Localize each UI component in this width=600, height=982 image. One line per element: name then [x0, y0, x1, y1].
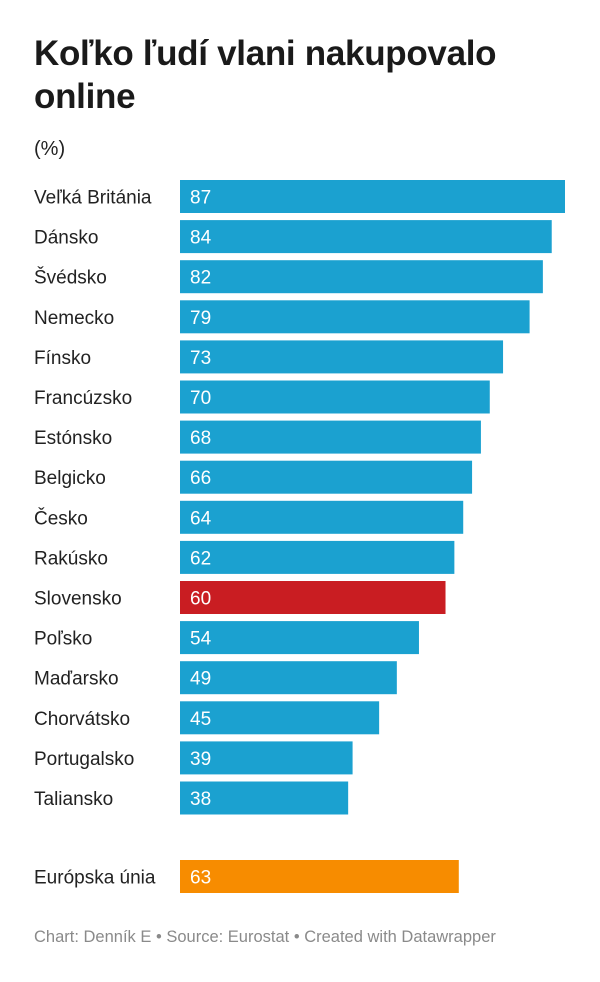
country-value-4: 73: [190, 348, 211, 369]
footer-created-with: Created with Datawrapper: [304, 928, 496, 946]
country-label-6: Estónsko: [34, 428, 112, 449]
country-bar-5: [180, 380, 490, 414]
footer-credit: Chart: Denník E: [34, 928, 152, 946]
country-value-9: 62: [190, 548, 211, 569]
footer-separator: •: [151, 928, 167, 946]
country-value-8: 64: [190, 508, 212, 529]
country-bar-0: [180, 180, 565, 213]
summary-value-0: 63: [190, 868, 211, 889]
footer-separator: •: [289, 928, 305, 946]
country-label-4: Fínsko: [34, 348, 91, 369]
country-bar-11: [180, 621, 419, 655]
country-label-3: Nemecko: [34, 308, 114, 329]
summary-label-0: Európska únia: [34, 868, 156, 889]
country-bar-12: [180, 661, 397, 695]
country-label-11: Poľsko: [34, 629, 92, 650]
country-label-15: Taliansko: [34, 789, 113, 810]
country-value-12: 49: [190, 669, 211, 690]
country-bar-6: [180, 420, 481, 454]
country-bar-15: [180, 781, 349, 815]
country-value-6: 68: [190, 428, 211, 449]
country-label-8: Česko: [34, 507, 88, 529]
summary-bar-0: [180, 860, 459, 893]
country-bar-3: [180, 300, 530, 334]
country-label-12: Maďarsko: [34, 669, 119, 690]
country-bar-10: [180, 581, 446, 614]
country-bar-4: [180, 340, 504, 374]
country-bar-2: [180, 260, 543, 294]
country-label-0: Veľká Británia: [34, 188, 152, 209]
country-value-0: 87: [190, 188, 211, 209]
country-value-1: 84: [190, 228, 212, 249]
country-label-9: Rakúsko: [34, 548, 108, 569]
country-bar-8: [180, 500, 464, 534]
country-label-5: Francúzsko: [34, 388, 132, 409]
chart-title: Koľko ľudí vlani nakupovalo online: [34, 34, 497, 116]
chart-footer: Chart: Denník E • Source: Eurostat • Cre…: [34, 928, 496, 947]
country-label-10: Slovensko: [34, 589, 122, 610]
country-label-14: Portugalsko: [34, 749, 134, 770]
country-value-7: 66: [190, 468, 211, 489]
country-value-5: 70: [190, 388, 211, 409]
country-bar-7: [180, 460, 473, 494]
country-label-1: Dánsko: [34, 228, 98, 249]
country-value-2: 82: [190, 268, 211, 289]
country-value-11: 54: [190, 629, 212, 650]
country-value-14: 39: [190, 749, 211, 770]
country-label-13: Chorvátsko: [34, 709, 130, 730]
country-bar-1: [180, 220, 552, 254]
country-label-2: Švédsko: [34, 267, 107, 289]
country-bar-9: [180, 540, 455, 574]
country-value-10: 60: [190, 589, 211, 610]
country-bar-13: [180, 701, 380, 735]
chart-subtitle: (%): [34, 138, 66, 160]
country-label-7: Belgicko: [34, 468, 106, 489]
country-value-15: 38: [190, 789, 211, 810]
footer-source: Source: Eurostat: [166, 928, 290, 946]
country-value-3: 79: [190, 308, 211, 329]
country-bar-14: [180, 741, 353, 775]
country-value-13: 45: [190, 709, 211, 730]
